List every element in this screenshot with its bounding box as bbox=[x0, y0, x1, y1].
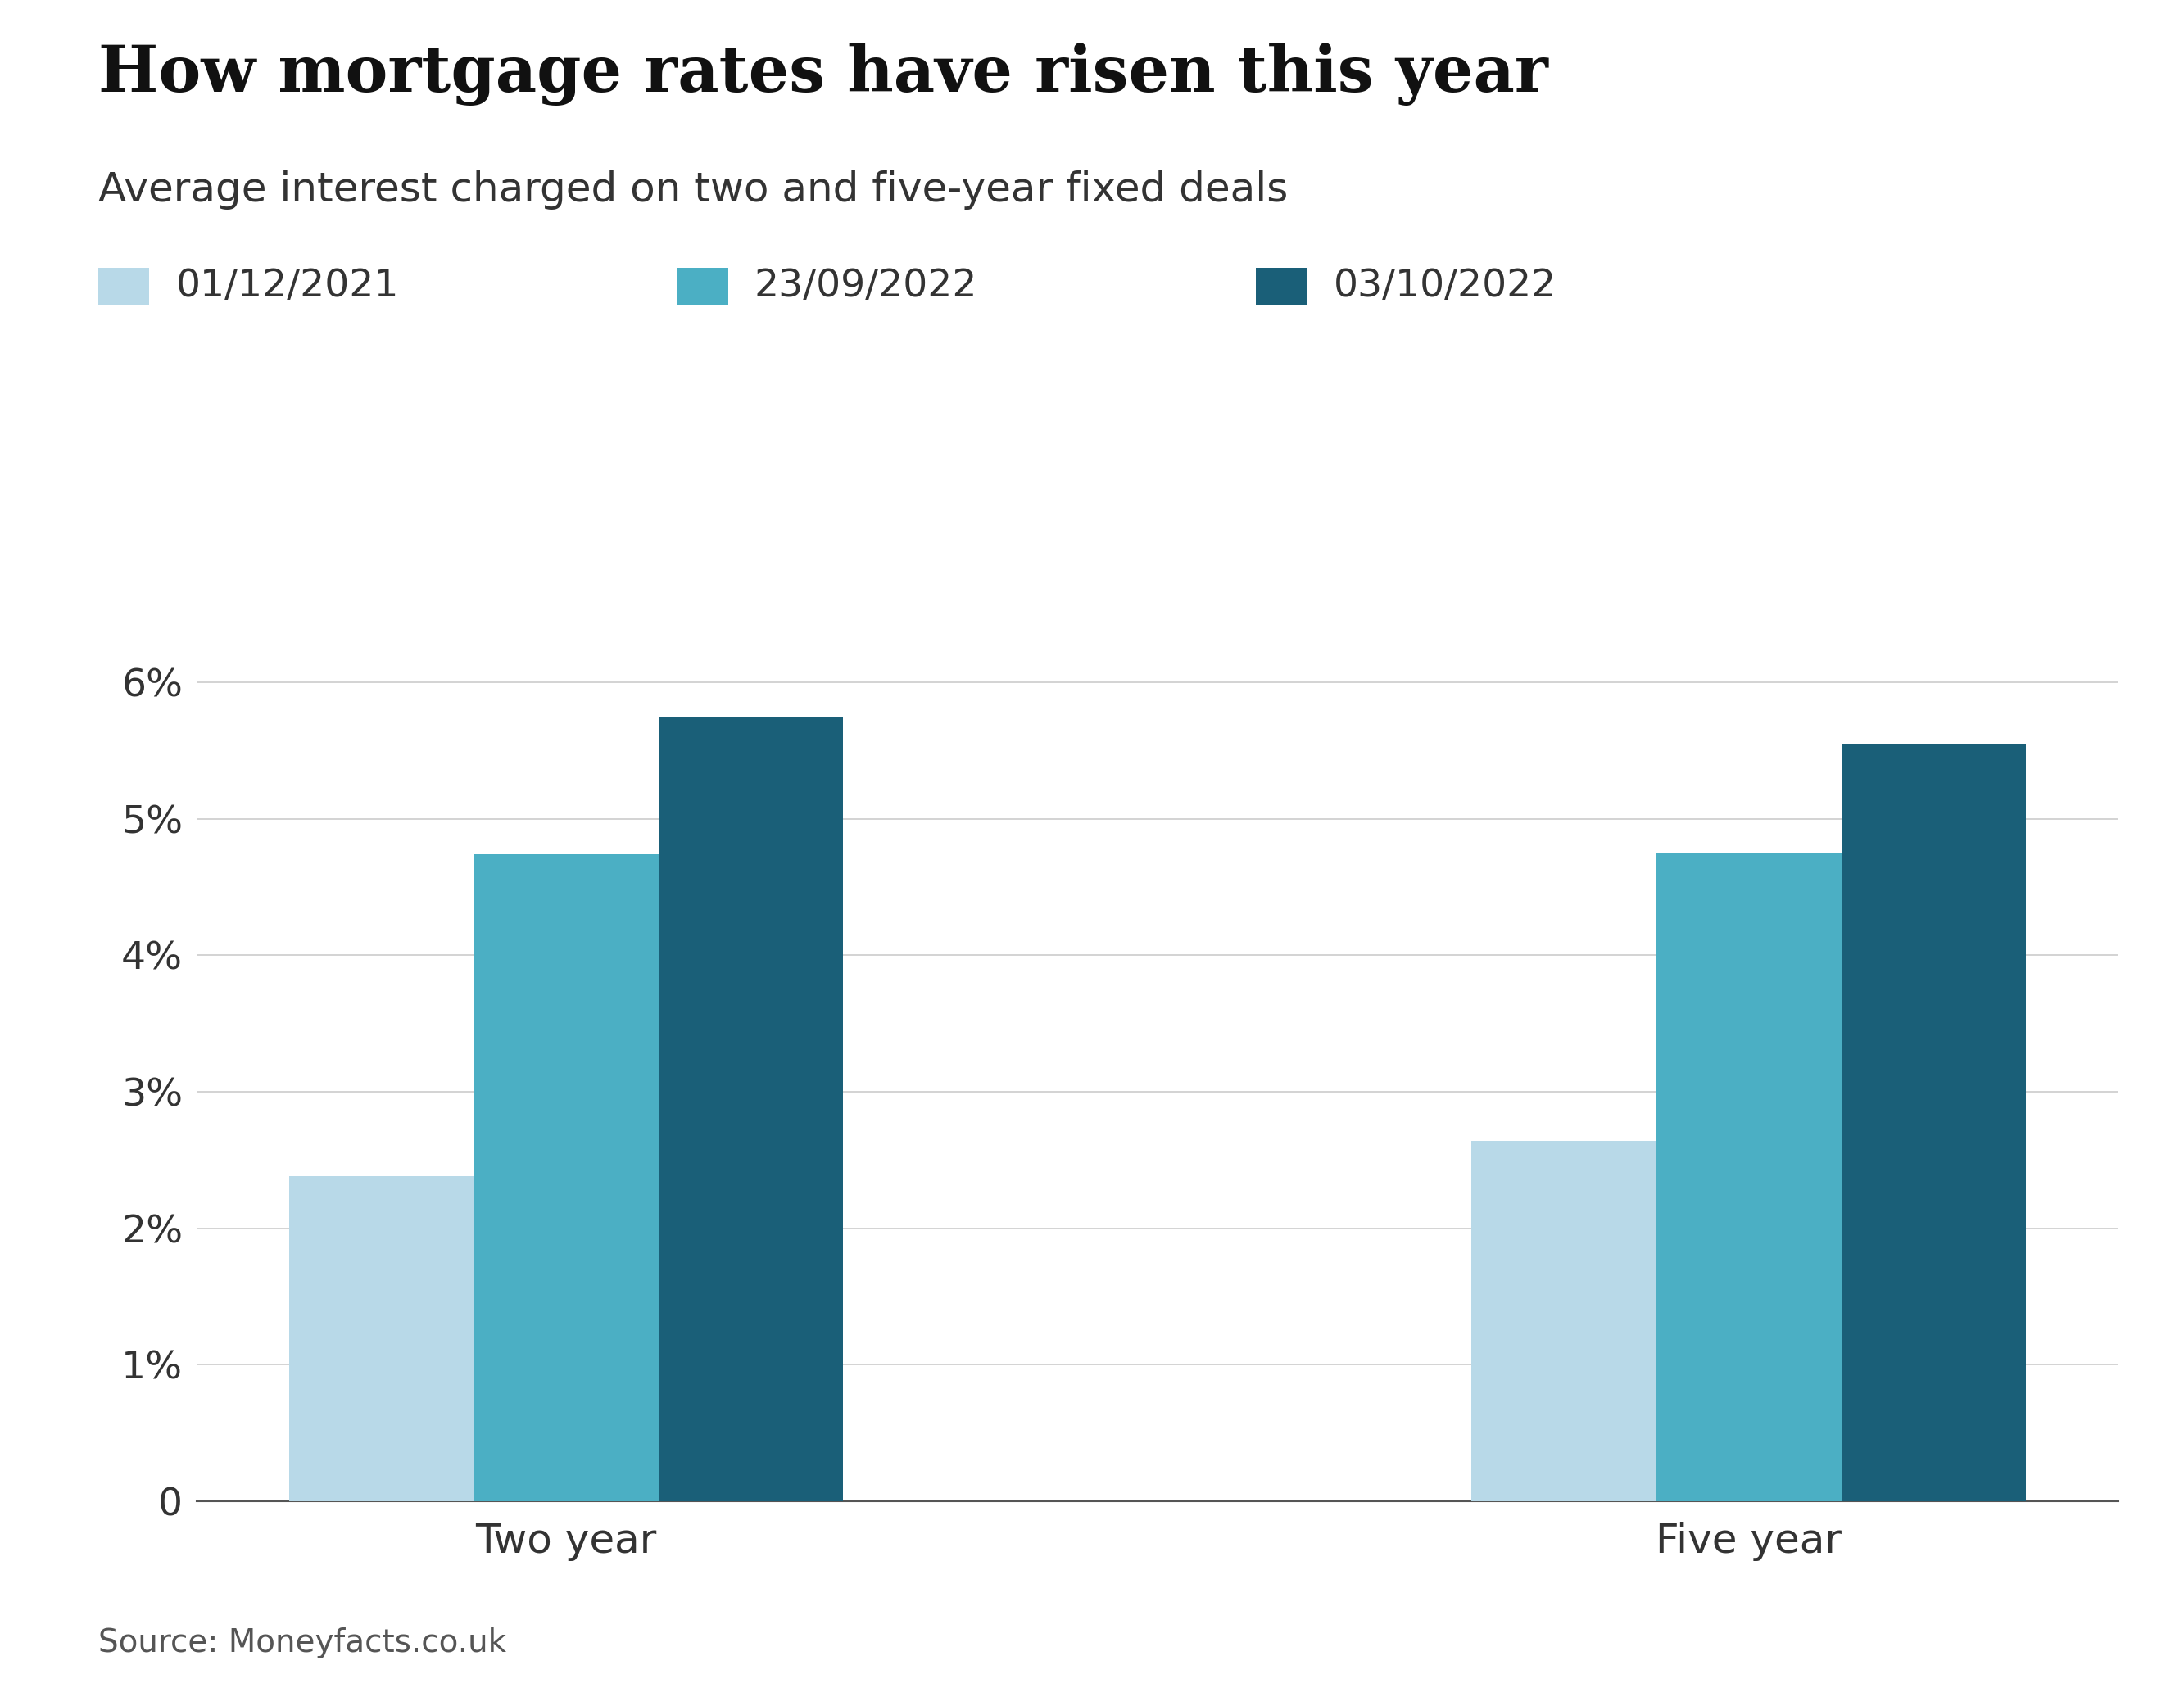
Bar bbox=[1841, 744, 2027, 1501]
Text: Average interest charged on two and five-year fixed deals: Average interest charged on two and five… bbox=[98, 171, 1289, 210]
Bar bbox=[1472, 1141, 1655, 1501]
Bar bbox=[1655, 853, 1841, 1501]
Bar bbox=[474, 855, 660, 1501]
Text: B: B bbox=[1898, 1619, 1924, 1653]
Text: 03/10/2022: 03/10/2022 bbox=[1332, 268, 1557, 305]
FancyBboxPatch shape bbox=[2049, 1599, 2114, 1674]
Text: C: C bbox=[2068, 1619, 2094, 1653]
Text: B: B bbox=[1983, 1619, 2009, 1653]
Text: Source: Moneyfacts.co.uk: Source: Moneyfacts.co.uk bbox=[98, 1628, 507, 1658]
Bar bbox=[288, 1177, 474, 1501]
Bar bbox=[660, 717, 843, 1501]
Text: 01/12/2021: 01/12/2021 bbox=[175, 268, 400, 305]
FancyBboxPatch shape bbox=[1878, 1599, 1944, 1674]
Text: How mortgage rates have risen this year: How mortgage rates have risen this year bbox=[98, 43, 1548, 106]
FancyBboxPatch shape bbox=[1963, 1599, 2029, 1674]
Text: 23/09/2022: 23/09/2022 bbox=[753, 268, 978, 305]
